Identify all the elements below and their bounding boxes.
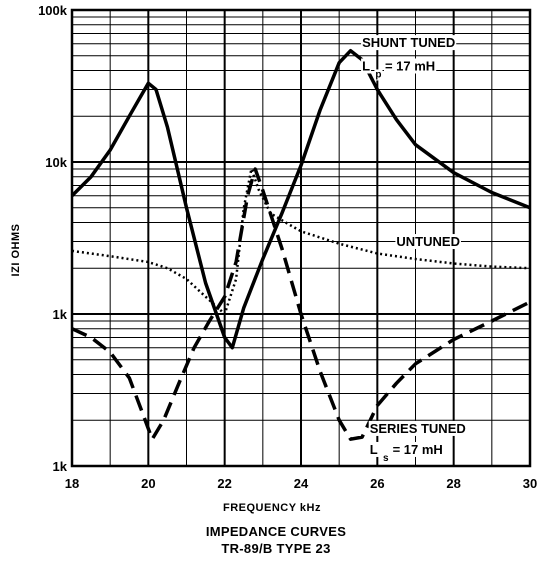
annotation-background [382,452,391,464]
annotation-label: s [383,453,389,464]
x-axis-label: FREQUENCY kHz [223,502,321,514]
y-axis-label: IZI OHMS [10,224,22,277]
x-tick-label: 18 [65,476,79,491]
x-tick-label: 22 [217,476,231,491]
annotation-label: p [375,69,381,80]
y-tick-label: 1k [53,459,68,474]
x-tick-label: 28 [446,476,460,491]
annotation-label: = 17 mH [385,58,435,73]
x-tick-label: 26 [370,476,384,491]
annotation-label: = 17 mH [393,442,443,457]
y-tick-label: 100k [38,3,68,18]
x-tick-label: 30 [523,476,537,491]
annotation-label: L [362,58,370,73]
annotations: SHUNT TUNED Lp = 17 mH UNTUNED SERIES TUNED L… [361,35,467,464]
annotation-background [395,234,461,250]
annotation-background [374,69,383,81]
x-tick-label: 20 [141,476,155,491]
annotation-label: L [370,442,378,457]
grid-lines [72,10,530,466]
annotation-background [383,58,437,74]
x-tick-label: 24 [294,476,309,491]
annotation-background [368,441,379,457]
annotation-background [391,441,444,457]
series-line-shunt-tuned [70,48,531,350]
caption-line-1: IMPEDANCE CURVES [205,524,347,539]
series-line-untuned [71,167,531,316]
annotation-background [361,58,372,74]
caption-line-2: TR-89/B TYPE 23 [221,541,331,556]
y-tick-label: 10k [45,155,67,170]
series-line-series-tuned [71,167,531,441]
y-tick-label: 1k [53,307,68,322]
y-tick-labels: 1k 1k 10k 100k [38,3,68,474]
annotation-background [361,35,457,51]
plot-frame [70,8,532,468]
annotation-background [368,420,467,436]
x-tick-labels: 18 20 22 24 26 28 30 [65,476,537,491]
annotation-label: SERIES TUNED [370,421,466,436]
annotation-label: SHUNT TUNED [362,35,455,50]
annotation-label: UNTUNED [396,234,460,249]
curves [70,48,531,441]
